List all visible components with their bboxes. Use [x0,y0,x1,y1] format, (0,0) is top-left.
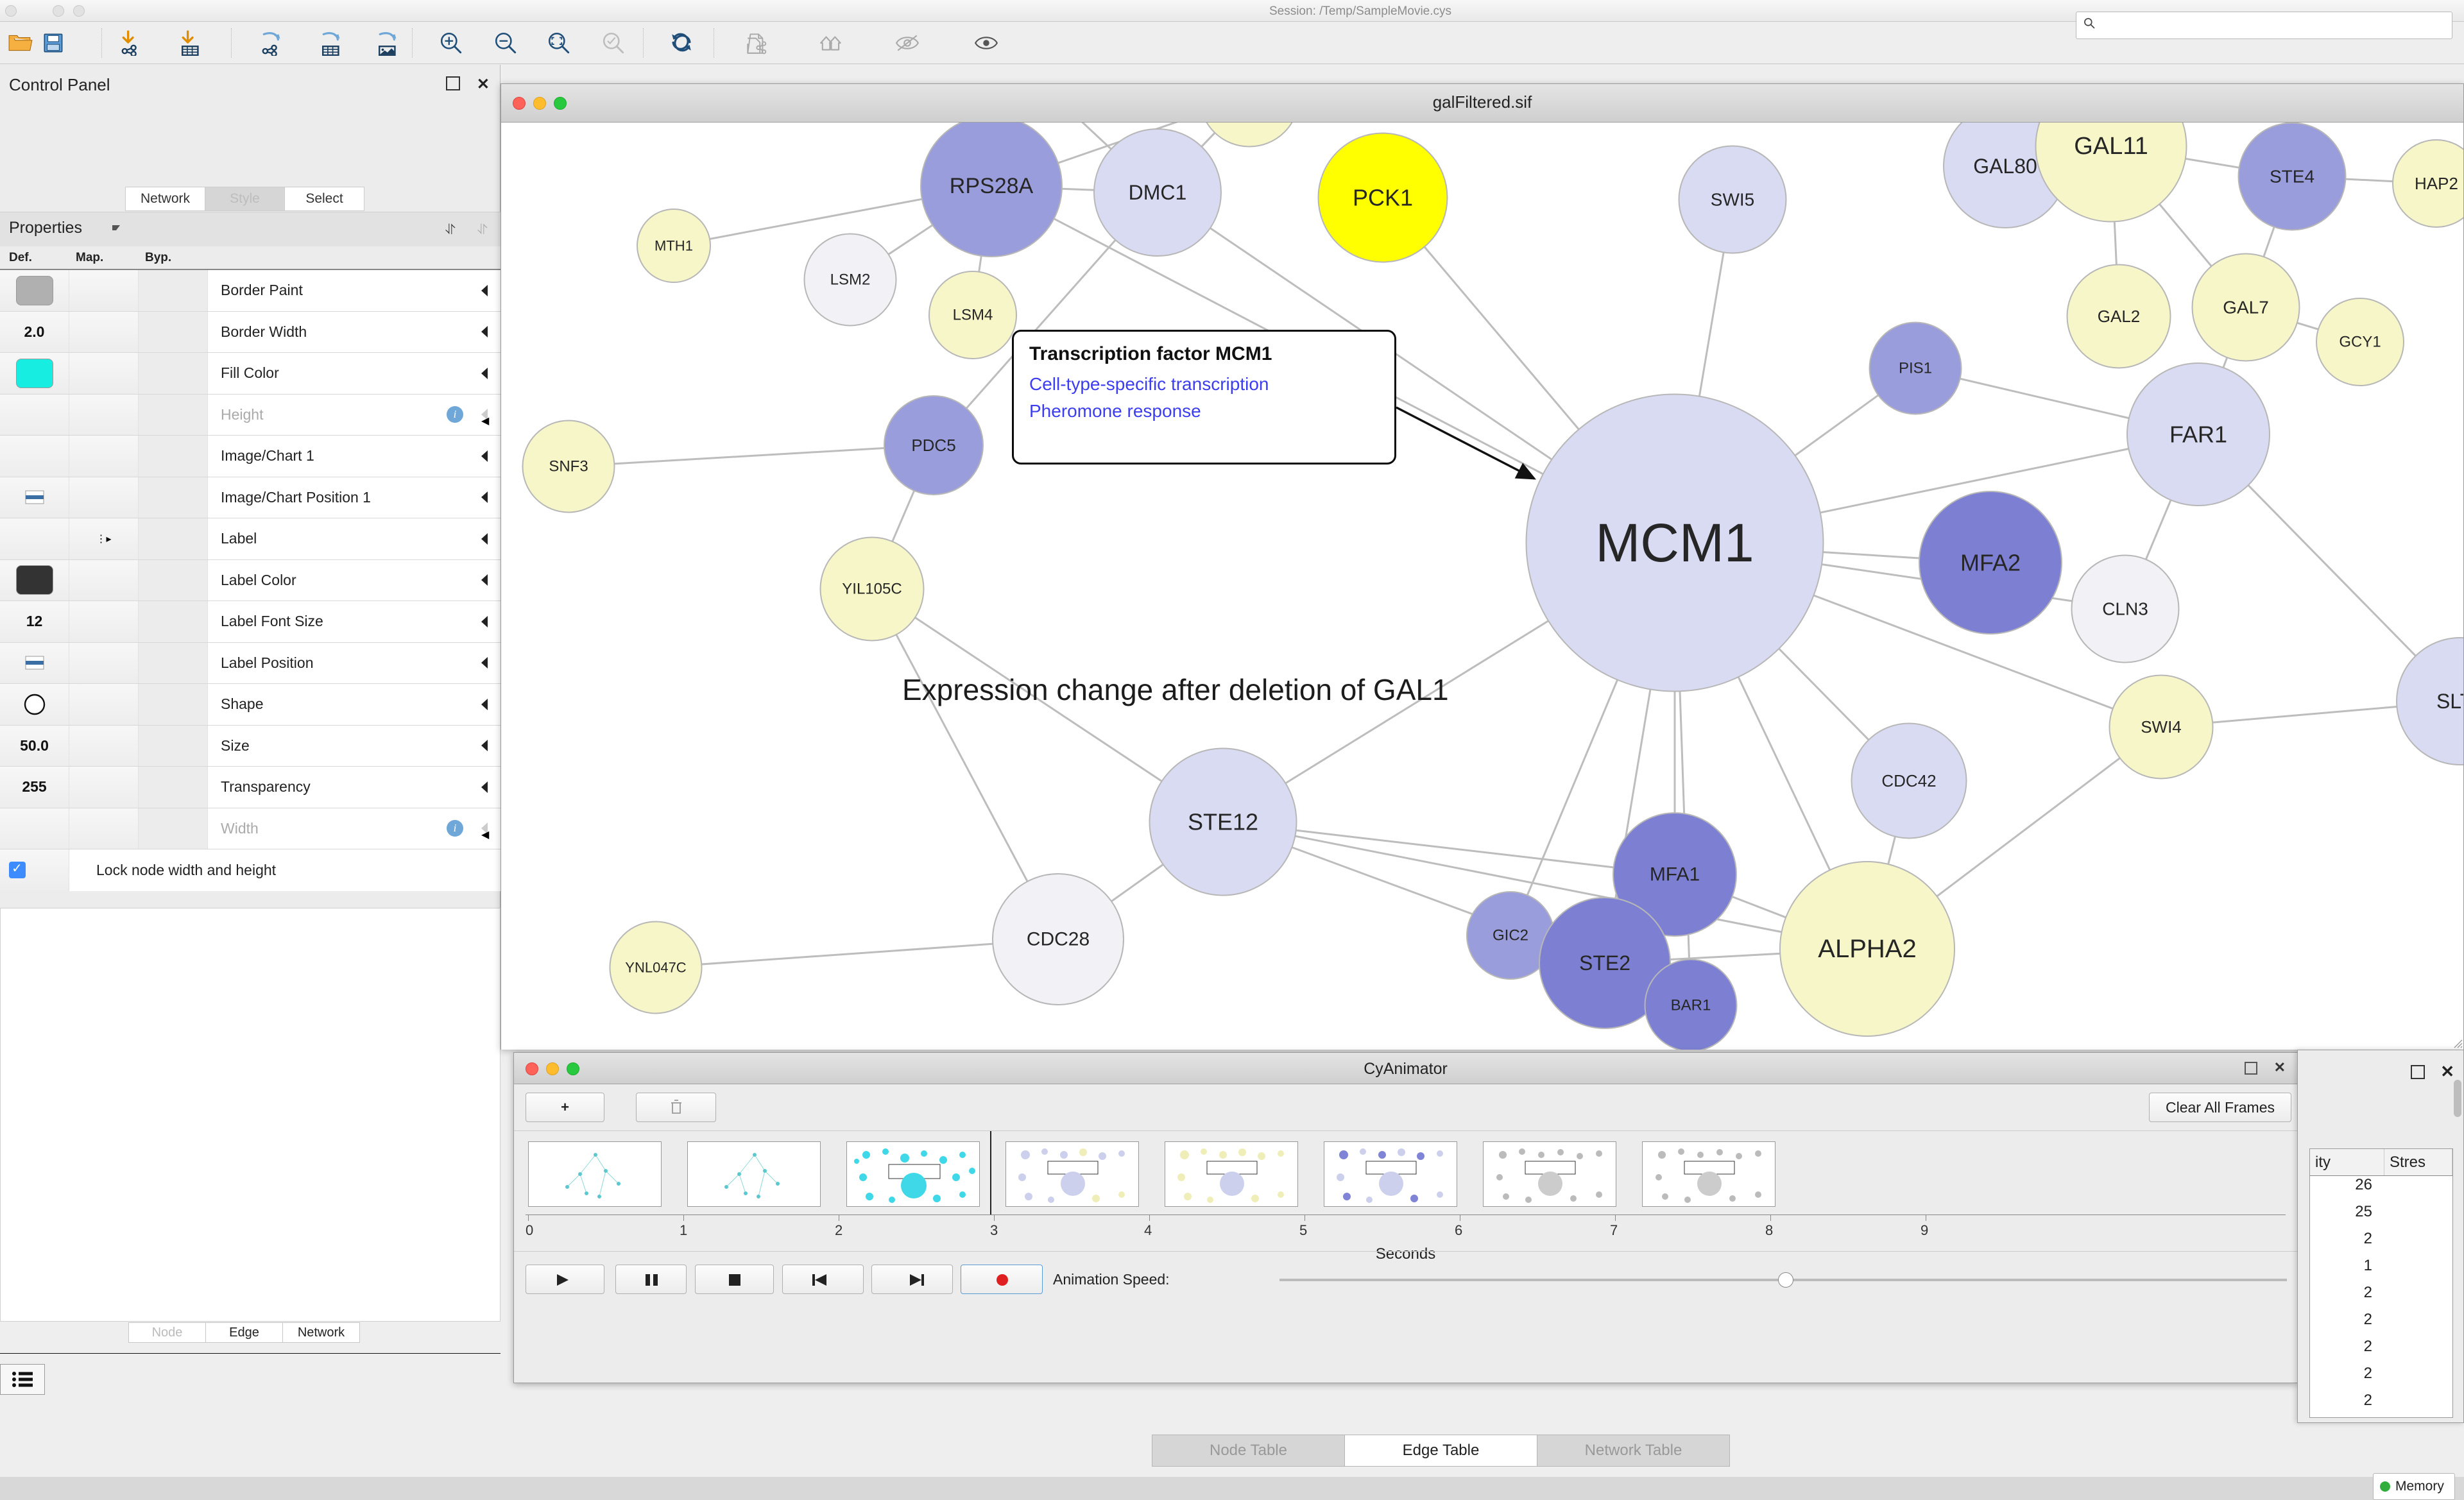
svg-text:GCY1: GCY1 [2339,334,2381,351]
svg-text:SWI4: SWI4 [2141,717,2182,737]
svg-text:YNL047C: YNL047C [625,960,687,976]
svg-text:GAL80: GAL80 [1973,155,2037,178]
svg-text:CDC28: CDC28 [1027,929,1090,950]
svg-text:LSM2: LSM2 [830,271,871,289]
svg-text:GAL7: GAL7 [2223,298,2269,318]
svg-text:YIL105C: YIL105C [842,581,902,598]
svg-text:PIS1: PIS1 [1899,360,1932,377]
svg-text:MFA2: MFA2 [1960,550,2021,576]
svg-text:SNF3: SNF3 [549,458,588,475]
svg-text:RPS28A: RPS28A [950,174,1034,198]
svg-text:CLN3: CLN3 [2102,599,2148,619]
svg-text:SWI5: SWI5 [1711,190,1754,210]
svg-text:ALPHA2: ALPHA2 [1818,935,1916,963]
svg-text:FAR1: FAR1 [2169,422,2227,448]
svg-text:LSM4: LSM4 [953,307,993,324]
svg-text:HAP2: HAP2 [2415,174,2458,193]
svg-text:MCM1: MCM1 [1595,513,1754,573]
svg-text:MTH1: MTH1 [654,238,693,254]
svg-text:PDC5: PDC5 [911,436,955,455]
svg-text:BAR1: BAR1 [1671,997,1711,1014]
svg-text:GAL2: GAL2 [2098,307,2141,326]
svg-text:MFA1: MFA1 [1650,864,1700,885]
svg-text:STE4: STE4 [2270,167,2314,187]
svg-text:STE2: STE2 [1579,951,1630,975]
svg-text:PCK1: PCK1 [1353,185,1413,211]
svg-text:GAL11: GAL11 [2074,133,2148,160]
svg-text:DMC1: DMC1 [1129,181,1187,204]
svg-text:STE12: STE12 [1188,809,1258,835]
svg-text:SLT2: SLT2 [2436,690,2463,713]
svg-text:CDC42: CDC42 [1881,771,1936,790]
svg-text:GIC2: GIC2 [1493,927,1528,944]
